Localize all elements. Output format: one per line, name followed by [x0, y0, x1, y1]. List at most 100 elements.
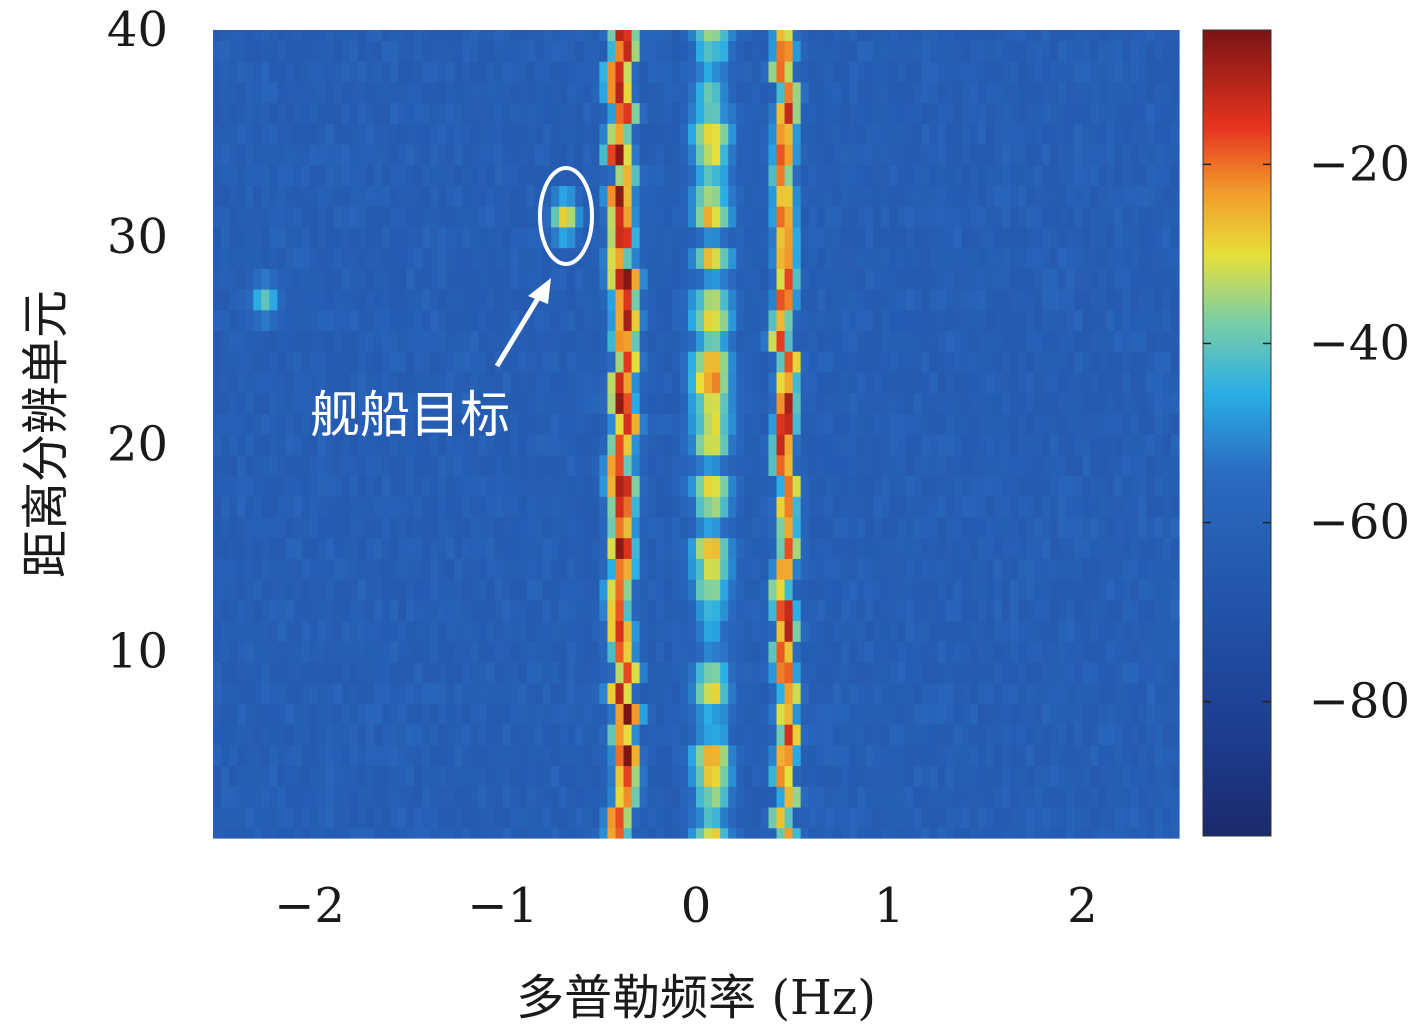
heatmap-cell — [728, 475, 737, 497]
heatmap-cell — [985, 496, 995, 518]
heatmap-cell — [470, 351, 480, 373]
heatmap-cell — [1042, 475, 1051, 497]
heatmap-cell — [985, 392, 995, 414]
heatmap-cell — [865, 164, 874, 186]
heatmap-cell — [1138, 765, 1148, 787]
heatmap-cell — [873, 558, 882, 580]
heatmap-cell — [518, 102, 528, 124]
heatmap-cell — [438, 579, 448, 601]
heatmap-cell — [398, 371, 407, 394]
heatmap-cell — [736, 102, 745, 124]
heatmap-cell — [1106, 703, 1116, 725]
heatmap-cell — [865, 206, 874, 228]
heatmap-cell — [865, 123, 874, 145]
heatmap-cell — [599, 164, 609, 186]
heatmap-cell — [382, 703, 391, 725]
heatmap-cell — [341, 579, 351, 601]
heatmap-cell — [1074, 164, 1083, 186]
heatmap-cell — [526, 330, 536, 352]
heatmap-cell — [285, 475, 295, 497]
heatmap-cell — [1001, 724, 1011, 746]
heatmap-cell — [478, 164, 488, 186]
heatmap-cell — [720, 558, 729, 580]
heatmap-cell — [357, 185, 367, 207]
heatmap-cell — [237, 413, 246, 435]
heatmap-cell — [921, 579, 931, 601]
heatmap-cell — [1082, 81, 1092, 104]
heatmap-cell — [961, 40, 971, 62]
heatmap-cell — [430, 268, 439, 290]
heatmap-cell — [712, 558, 721, 580]
heatmap-cell — [333, 786, 343, 808]
heatmap-cell — [1018, 682, 1027, 704]
heatmap-cell — [510, 40, 520, 62]
heatmap-cell — [446, 81, 456, 104]
heatmap-cell — [398, 206, 407, 228]
heatmap-cell — [1090, 641, 1100, 663]
heatmap-cell — [615, 661, 625, 684]
heatmap-cell — [704, 724, 713, 746]
heatmap-cell — [832, 744, 842, 767]
heatmap-cell — [253, 351, 262, 373]
heatmap-cell — [1026, 496, 1035, 518]
heatmap-cell — [865, 516, 874, 539]
heatmap-cell — [349, 599, 359, 622]
heatmap-cell — [229, 102, 238, 124]
heatmap-cell — [816, 413, 826, 435]
heatmap-cell — [744, 247, 753, 269]
heatmap-cell — [551, 309, 560, 332]
heatmap-cell — [229, 143, 238, 166]
heatmap-cell — [937, 703, 947, 725]
heatmap-cell — [615, 288, 625, 311]
heatmap-cell — [1114, 247, 1124, 269]
heatmap-cell — [1042, 164, 1051, 186]
heatmap-cell — [1001, 392, 1011, 414]
heatmap-cell — [687, 744, 697, 767]
heatmap-cell — [446, 40, 456, 62]
heatmap-cell — [237, 724, 246, 746]
heatmap-cell — [639, 123, 649, 145]
heatmap-cell — [687, 81, 697, 104]
heatmap-cell — [1018, 806, 1027, 829]
heatmap-cell — [873, 81, 882, 104]
heatmap-cell — [325, 475, 335, 497]
heatmap-cell — [478, 724, 488, 746]
heatmap-cell — [253, 786, 262, 808]
heatmap-cell — [1138, 30, 1148, 41]
heatmap-cell — [535, 599, 544, 622]
heatmap-cell — [993, 599, 1003, 622]
heatmap-cell — [671, 30, 681, 41]
heatmap-cell — [406, 744, 415, 767]
heatmap-cell — [494, 454, 504, 477]
heatmap-cell — [1026, 724, 1035, 746]
heatmap-cell — [309, 454, 319, 477]
heatmap-cell — [760, 434, 770, 456]
heatmap-cell — [398, 123, 407, 145]
heatmap-cell — [221, 247, 230, 269]
heatmap-cell — [905, 537, 914, 559]
heatmap-cell — [261, 434, 270, 456]
heatmap-cell — [704, 351, 713, 373]
heatmap-cell — [728, 309, 737, 332]
heatmap-cell — [607, 164, 617, 186]
heatmap-cell — [1114, 682, 1124, 704]
heatmap-cell — [969, 413, 979, 435]
heatmap-cell — [374, 40, 383, 62]
heatmap-cell — [816, 806, 826, 829]
heatmap-cell — [776, 247, 786, 269]
heatmap-cell — [631, 516, 641, 539]
heatmap-cell — [696, 30, 705, 41]
heatmap-cell — [736, 661, 745, 684]
heatmap-cell — [470, 185, 480, 207]
heatmap-cell — [631, 143, 641, 166]
heatmap-cell — [1154, 40, 1164, 62]
heatmap-cell — [478, 516, 488, 539]
heatmap-cell — [993, 682, 1003, 704]
heatmap-cell — [301, 61, 311, 83]
heatmap-cell — [840, 599, 850, 622]
heatmap-cell — [832, 558, 842, 580]
heatmap-cell — [993, 330, 1003, 352]
heatmap-cell — [647, 371, 657, 394]
heatmap-cell — [824, 40, 834, 62]
heatmap-cell — [1122, 620, 1132, 642]
